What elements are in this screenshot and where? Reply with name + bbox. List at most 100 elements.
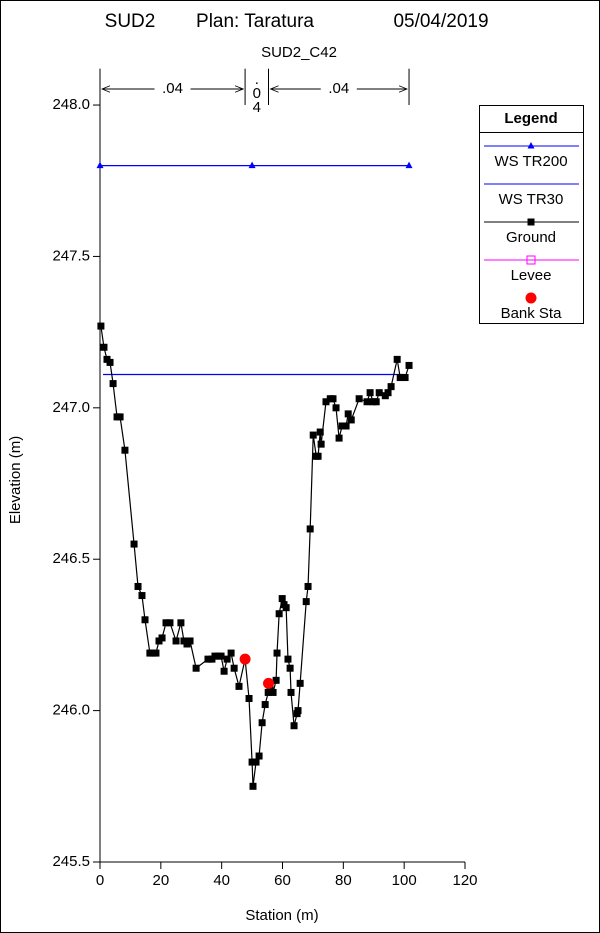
point	[309, 431, 317, 439]
legend-box	[479, 105, 584, 324]
point	[396, 374, 404, 382]
point	[372, 398, 380, 406]
point	[286, 664, 294, 672]
point	[375, 389, 383, 397]
point	[217, 652, 225, 660]
point	[322, 398, 330, 406]
point	[355, 395, 363, 403]
x-tick-label: 100	[392, 872, 417, 889]
point	[284, 655, 292, 663]
point	[290, 722, 298, 730]
point	[230, 664, 238, 672]
y-tick-label: 247.5	[52, 247, 90, 264]
point	[116, 413, 124, 421]
point	[204, 655, 212, 663]
legend-label: WS TR30	[499, 191, 564, 208]
legend-label: Bank Sta	[501, 305, 563, 322]
point	[366, 389, 374, 397]
subtitle: SUD2_C42	[261, 44, 337, 61]
point	[96, 161, 104, 169]
point	[220, 667, 228, 675]
point	[223, 655, 231, 663]
point	[269, 688, 277, 696]
title-part: Plan: Taratura	[196, 11, 314, 32]
point	[261, 701, 269, 709]
y-tick-label: 246.5	[52, 550, 90, 567]
x-axis-label: Station (m)	[245, 907, 318, 924]
point	[302, 598, 310, 606]
x-tick-label: 20	[152, 872, 169, 889]
point	[134, 582, 142, 590]
n-label-bg	[154, 80, 191, 98]
point	[272, 676, 280, 684]
point	[332, 404, 340, 412]
legend-label: WS TR200	[494, 153, 567, 170]
point	[347, 416, 355, 424]
point	[316, 428, 324, 436]
point	[287, 688, 295, 696]
x-tick-label: 0	[96, 872, 104, 889]
point	[255, 752, 263, 760]
point	[401, 374, 409, 382]
point	[100, 343, 108, 351]
point	[275, 610, 283, 618]
x-tick-label: 60	[274, 872, 291, 889]
point	[258, 719, 266, 727]
legend-marker	[527, 218, 535, 226]
point	[314, 452, 322, 460]
point	[296, 679, 304, 687]
point	[121, 446, 129, 454]
y-tick-label: 247.0	[52, 399, 90, 416]
point	[304, 582, 312, 590]
legend-marker	[525, 292, 537, 304]
point	[342, 422, 350, 430]
point	[294, 707, 302, 715]
point	[335, 434, 343, 442]
point	[130, 540, 138, 548]
point	[252, 758, 260, 766]
point	[97, 322, 105, 330]
n-label-bg	[320, 80, 357, 98]
x-tick-label: 80	[335, 872, 352, 889]
title-part: 05/04/2019	[393, 11, 488, 32]
point	[363, 398, 371, 406]
x-tick-label: 40	[213, 872, 230, 889]
point	[282, 604, 290, 612]
point	[138, 592, 146, 600]
legend-title: Legend	[504, 110, 557, 127]
point	[162, 619, 170, 627]
n-label: .04	[328, 80, 349, 97]
y-tick-label: 248.0	[52, 96, 90, 113]
point	[109, 380, 117, 388]
legend-marker	[527, 142, 535, 149]
point	[152, 649, 160, 657]
point	[235, 682, 243, 690]
point	[158, 634, 166, 642]
point	[172, 637, 180, 645]
point	[186, 637, 194, 645]
point	[192, 664, 200, 672]
x-tick-label: 120	[452, 872, 477, 889]
y-tick-label: 245.5	[52, 853, 90, 870]
legend-marker	[526, 255, 536, 265]
point	[393, 355, 401, 363]
point	[317, 440, 325, 448]
point	[249, 782, 257, 790]
point	[248, 161, 256, 169]
point	[273, 649, 281, 657]
point	[405, 161, 413, 169]
y-axis-label: Elevation (m)	[7, 436, 24, 524]
point	[344, 410, 352, 418]
point	[248, 758, 256, 766]
point	[263, 677, 275, 689]
point	[405, 361, 413, 369]
legend-label: Levee	[511, 267, 552, 284]
point	[239, 653, 251, 665]
n-label: .04	[162, 80, 183, 97]
series-line	[100, 325, 410, 787]
point	[177, 619, 185, 627]
legend-label: Ground	[506, 229, 556, 246]
point	[338, 422, 346, 430]
point	[329, 395, 337, 403]
point	[106, 358, 114, 366]
